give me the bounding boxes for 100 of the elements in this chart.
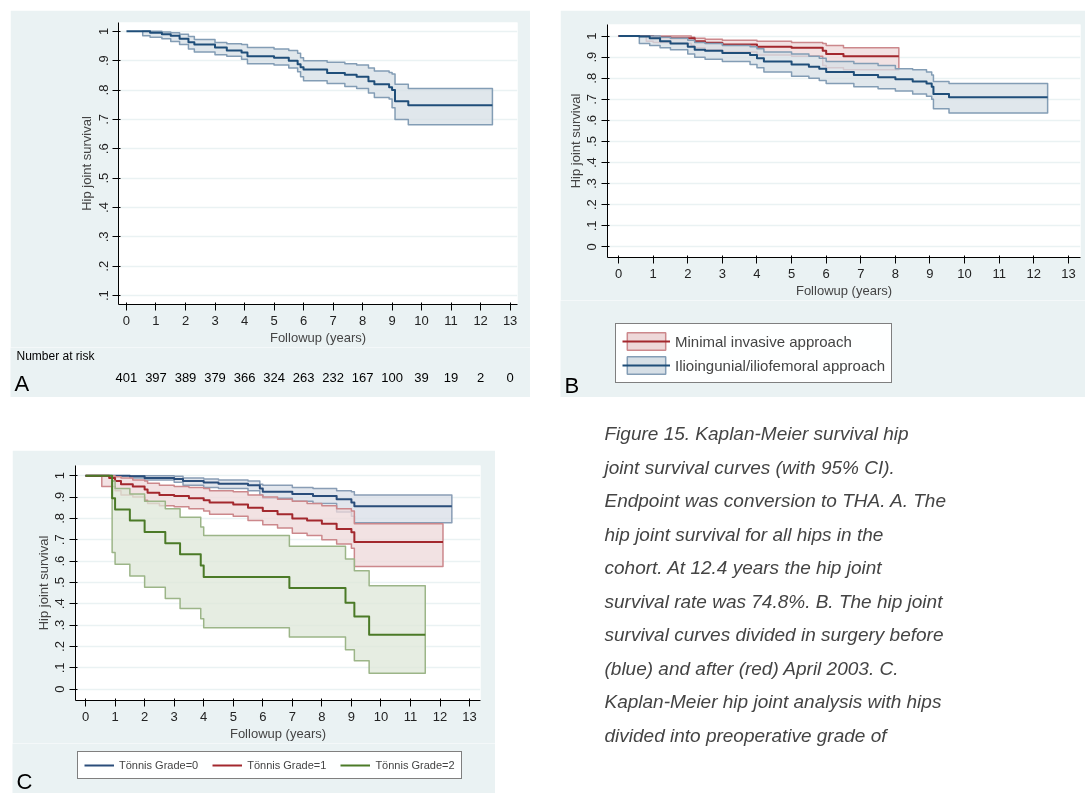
y-tick-label: 0	[584, 243, 600, 251]
x-tick-label: 10	[414, 312, 429, 328]
x-tick-label: 1	[649, 265, 657, 281]
x-tick-label: 7	[857, 265, 865, 281]
x-tick-label: 4	[753, 265, 761, 281]
text: 389	[174, 370, 197, 385]
legend-label: Tönnis Grade=2	[375, 758, 455, 772]
x-tick-label: 9	[388, 312, 396, 328]
x-tick-label: 0	[81, 708, 90, 724]
y-tick-label: .6	[95, 143, 111, 155]
x-tick-label: 8	[318, 708, 326, 724]
x-tick-label: 0	[614, 265, 623, 281]
y-tick-label: .6	[52, 555, 68, 567]
text: 324	[263, 370, 285, 385]
y-tick-label: .7	[52, 534, 68, 546]
y-axis-title: Hip joint survival	[35, 535, 51, 631]
legend-label: Minimal invasive approach	[675, 331, 852, 352]
y-tick-label: .2	[95, 260, 111, 272]
x-tick-label: 5	[229, 708, 237, 724]
text: cohort. At 12.4 years the hip joint	[604, 557, 883, 578]
y-tick-label: 1	[95, 27, 111, 35]
text: 19	[443, 370, 459, 385]
y-tick-label: .3	[52, 619, 68, 631]
text: 2	[477, 370, 485, 385]
x-tick-label: 5	[787, 265, 796, 281]
text: 232	[322, 370, 344, 385]
text: divided into preoperative grade of	[604, 724, 889, 746]
x-axis-title: Followup (years)	[229, 725, 327, 741]
text: 397	[145, 370, 167, 385]
x-tick-label: 7	[329, 312, 337, 328]
x-tick-label: 5	[270, 312, 278, 328]
x-tick-label: 3	[718, 265, 726, 281]
y-tick-label: .3	[584, 178, 600, 190]
x-tick-label: 13	[462, 708, 477, 724]
text: survival curves divided in surgery before	[604, 624, 944, 645]
y-tick-label: .1	[52, 662, 68, 674]
y-tick-label: .8	[584, 72, 600, 84]
x-axis-title: Followup (years)	[269, 329, 367, 345]
x-tick-label: 13	[502, 312, 518, 328]
y-tick-label: .5	[52, 577, 68, 588]
y-tick-label: .8	[52, 513, 68, 524]
x-tick-label: 3	[170, 708, 178, 724]
text: joint survival curves (with 95% CI).	[601, 456, 895, 478]
y-tick-label: 1	[584, 32, 600, 40]
x-tick-label: 0	[122, 312, 131, 328]
x-tick-label: 11	[403, 708, 418, 724]
text: hip joint survival for all hips in the	[604, 523, 884, 545]
y-tick-label: .7	[584, 93, 600, 105]
text: 0	[506, 370, 514, 385]
y-tick-label: .2	[584, 199, 600, 211]
x-tick-label: 8	[358, 312, 367, 328]
x-tick-label: 11	[444, 312, 458, 328]
y-tick-label: .3	[95, 231, 111, 243]
text: Number at risk	[16, 348, 96, 363]
text: Kaplan-Meier hip joint analysis with hips	[604, 691, 942, 712]
x-tick-label: 12	[432, 708, 448, 724]
x-tick-label: 6	[259, 708, 267, 724]
x-tick-label: 1	[152, 312, 160, 328]
y-tick-label: .5	[95, 172, 111, 184]
y-tick-label: .2	[52, 641, 68, 652]
y-tick-label: 1	[52, 472, 68, 480]
y-tick-label: .9	[584, 51, 600, 63]
x-tick-label: 8	[891, 265, 899, 281]
text: Endpoint was conversion to THA. A. The	[604, 490, 946, 511]
x-tick-label: 4	[240, 312, 249, 328]
y-tick-label: .8	[95, 84, 111, 96]
y-tick-label: 0	[52, 685, 68, 693]
text: survival rate was 74.8%. B. The hip joint	[604, 590, 944, 612]
x-tick-label: 12	[1026, 265, 1042, 281]
text: 379	[204, 370, 226, 385]
x-tick-label: 7	[288, 708, 296, 724]
caption: Figure 15. Kaplan-Meier survival hip	[604, 423, 909, 444]
x-tick-label: 10	[373, 708, 389, 724]
text: 100	[381, 370, 403, 385]
legend-label: Tönnis Grade=0	[119, 758, 199, 772]
y-tick-label: .4	[584, 157, 600, 169]
legend-label: Ilioingunial/iliofemoral approach	[675, 355, 886, 376]
y-tick-label: .1	[584, 220, 600, 232]
legend-label: Tönnis Grade=1	[247, 758, 327, 772]
x-tick-label: 10	[957, 265, 972, 281]
text: 401	[115, 370, 138, 385]
y-tick-label: .5	[584, 136, 600, 147]
y-tick-label: .7	[95, 114, 111, 125]
x-tick-label: 11	[992, 265, 1006, 281]
x-tick-label: 2	[141, 708, 149, 724]
y-axis-title: Hip joint survival	[78, 116, 94, 211]
y-tick-label: .9	[52, 491, 68, 503]
text: 263	[292, 370, 315, 385]
x-tick-label: 2	[181, 312, 190, 328]
text: (blue) and after (red) April 2003. C.	[604, 657, 899, 679]
text: A	[14, 370, 30, 396]
text: B	[564, 372, 580, 398]
x-tick-label: 6	[822, 265, 830, 281]
x-tick-label: 9	[926, 265, 934, 281]
x-axis-title: Followup (years)	[795, 282, 893, 298]
y-tick-label: .9	[95, 55, 111, 67]
y-tick-label: .6	[584, 115, 600, 126]
x-tick-label: 13	[1061, 265, 1076, 281]
x-tick-label: 3	[211, 312, 219, 328]
x-tick-label: 12	[473, 312, 488, 328]
